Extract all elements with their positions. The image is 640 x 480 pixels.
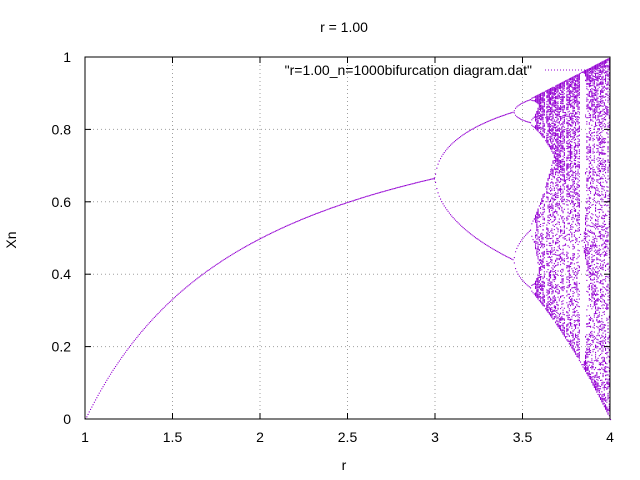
legend-entry: "r=1.00_n=1000bifurcation diagram.dat": [285, 62, 532, 78]
y-axis-label: Xn: [3, 231, 19, 248]
x-tick-label: 3: [431, 429, 439, 445]
y-tick-label: 0.4: [52, 266, 72, 282]
x-tick-label: 4: [606, 429, 614, 445]
x-tick-label: 2: [256, 429, 264, 445]
x-tick-label: 2.5: [338, 429, 358, 445]
series-points: [85, 58, 612, 421]
x-tick-label: 1.5: [163, 429, 183, 445]
y-axis-ticks: 0 0.2 0.4 0.6 0.8 1: [52, 49, 610, 427]
y-tick-label: 1: [63, 49, 71, 65]
data-points: [85, 58, 612, 421]
y-tick-label: 0.2: [52, 339, 72, 355]
chart-title: r = 1.00: [320, 19, 368, 35]
grid: [85, 57, 610, 419]
y-tick-label: 0.8: [52, 121, 72, 137]
y-tick-label: 0: [63, 411, 71, 427]
y-tick-label: 0.6: [52, 194, 72, 210]
x-tick-label: 3.5: [513, 429, 533, 445]
x-axis-label: r: [342, 457, 347, 473]
x-axis-ticks: 1 1.5 2 2.5 3 3.5 4: [81, 57, 614, 445]
x-tick-label: 1: [81, 429, 89, 445]
